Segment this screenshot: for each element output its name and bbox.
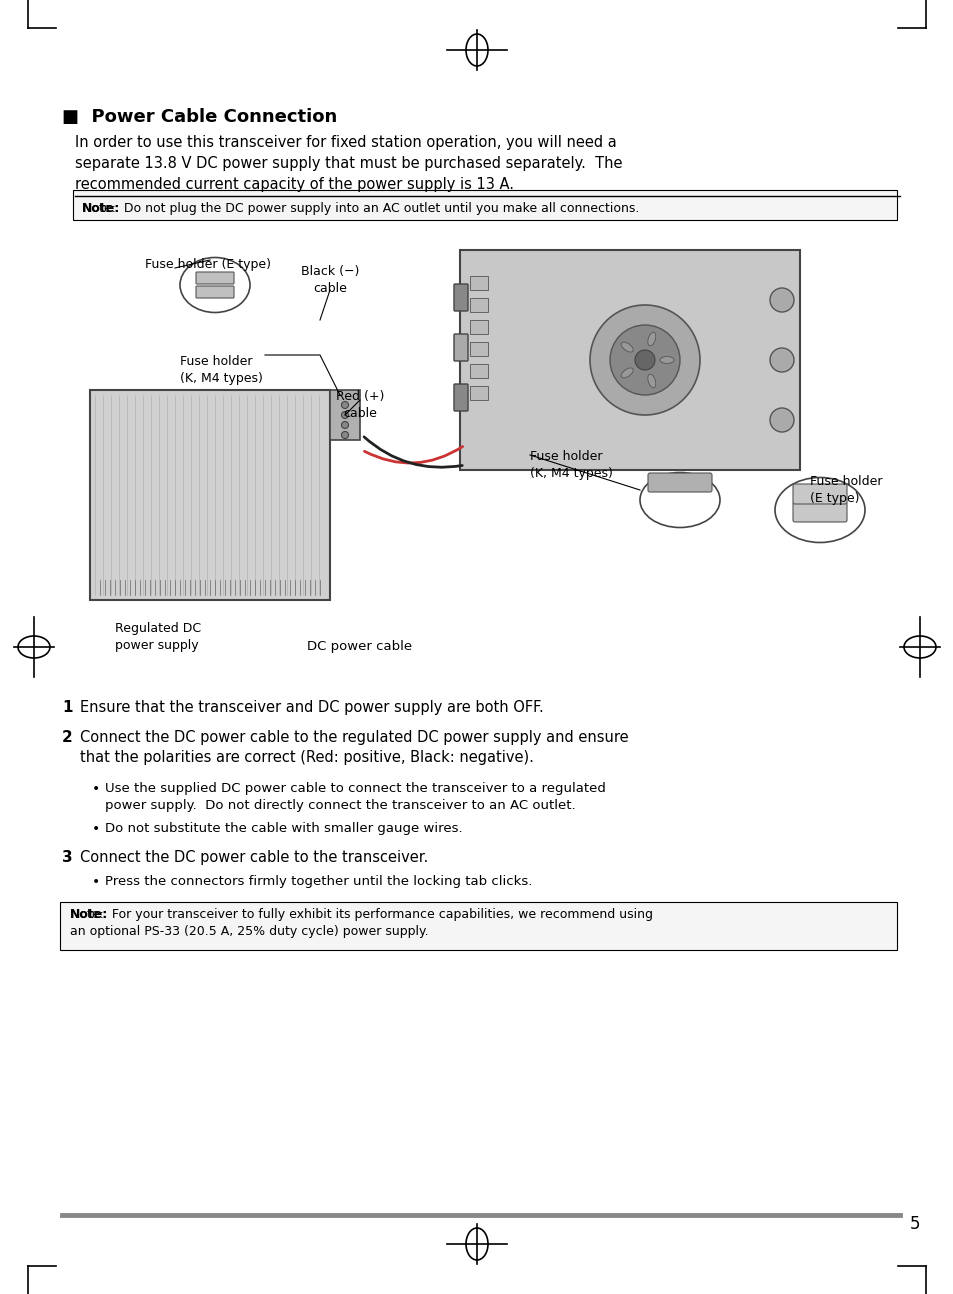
Text: In order to use this transceiver for fixed station operation, you will need a
se: In order to use this transceiver for fix…	[75, 135, 622, 192]
FancyBboxPatch shape	[470, 342, 488, 356]
Circle shape	[589, 305, 700, 415]
Circle shape	[341, 422, 348, 428]
Text: Fuse holder
(E type): Fuse holder (E type)	[809, 475, 882, 505]
Ellipse shape	[647, 333, 655, 345]
Text: Note:: Note:	[82, 202, 120, 215]
Ellipse shape	[659, 357, 673, 364]
Circle shape	[769, 348, 793, 371]
Text: •: •	[91, 875, 100, 889]
Text: •: •	[91, 782, 100, 796]
Circle shape	[769, 289, 793, 312]
FancyBboxPatch shape	[454, 334, 468, 361]
Circle shape	[635, 349, 655, 370]
Circle shape	[341, 401, 348, 409]
Text: Do not substitute the cable with smaller gauge wires.: Do not substitute the cable with smaller…	[105, 822, 462, 835]
Text: •: •	[91, 822, 100, 836]
Circle shape	[341, 431, 348, 439]
FancyBboxPatch shape	[792, 502, 846, 521]
Text: Note:  Do not plug the DC power supply into an AC outlet until you make all conn: Note: Do not plug the DC power supply in…	[82, 202, 639, 215]
Text: 3: 3	[62, 850, 72, 864]
Circle shape	[769, 408, 793, 432]
Text: ■  Power Cable Connection: ■ Power Cable Connection	[62, 107, 337, 126]
Text: Red (+)
cable: Red (+) cable	[335, 389, 384, 421]
FancyBboxPatch shape	[470, 320, 488, 334]
Text: Connect the DC power cable to the regulated DC power supply and ensure
that the : Connect the DC power cable to the regula…	[80, 730, 628, 765]
FancyBboxPatch shape	[60, 902, 896, 950]
Text: Fuse holder (E type): Fuse holder (E type)	[145, 258, 271, 270]
Circle shape	[609, 325, 679, 395]
Text: Ensure that the transceiver and DC power supply are both OFF.: Ensure that the transceiver and DC power…	[80, 700, 543, 716]
Text: Fuse holder
(K, M4 types): Fuse holder (K, M4 types)	[180, 355, 263, 386]
Text: 2: 2	[62, 730, 72, 745]
Ellipse shape	[620, 342, 633, 352]
FancyBboxPatch shape	[454, 283, 468, 311]
Text: 5: 5	[909, 1215, 920, 1233]
Text: 1: 1	[62, 700, 72, 716]
Text: Fuse holder
(K, M4 types): Fuse holder (K, M4 types)	[530, 450, 612, 480]
FancyBboxPatch shape	[470, 276, 488, 290]
FancyBboxPatch shape	[90, 389, 330, 600]
Text: Note:  For your transceiver to fully exhibit its performance capabilities, we re: Note: For your transceiver to fully exhi…	[70, 908, 652, 938]
FancyBboxPatch shape	[195, 286, 233, 298]
FancyBboxPatch shape	[73, 190, 896, 220]
Text: Black (−)
cable: Black (−) cable	[300, 265, 359, 295]
Text: Press the connectors firmly together until the locking tab clicks.: Press the connectors firmly together unt…	[105, 875, 532, 888]
FancyBboxPatch shape	[470, 298, 488, 312]
FancyBboxPatch shape	[459, 250, 800, 470]
Circle shape	[341, 411, 348, 418]
FancyBboxPatch shape	[470, 364, 488, 378]
FancyBboxPatch shape	[454, 384, 468, 411]
FancyBboxPatch shape	[792, 484, 846, 503]
Ellipse shape	[647, 374, 655, 388]
Text: Use the supplied DC power cable to connect the transceiver to a regulated
power : Use the supplied DC power cable to conne…	[105, 782, 605, 813]
FancyBboxPatch shape	[647, 474, 711, 492]
FancyBboxPatch shape	[195, 272, 233, 283]
FancyBboxPatch shape	[470, 386, 488, 400]
Text: Connect the DC power cable to the transceiver.: Connect the DC power cable to the transc…	[80, 850, 428, 864]
Text: Regulated DC
power supply: Regulated DC power supply	[115, 622, 201, 652]
Text: Note:: Note:	[70, 908, 108, 921]
Text: DC power cable: DC power cable	[307, 641, 412, 653]
Ellipse shape	[620, 367, 633, 378]
FancyBboxPatch shape	[330, 389, 359, 440]
